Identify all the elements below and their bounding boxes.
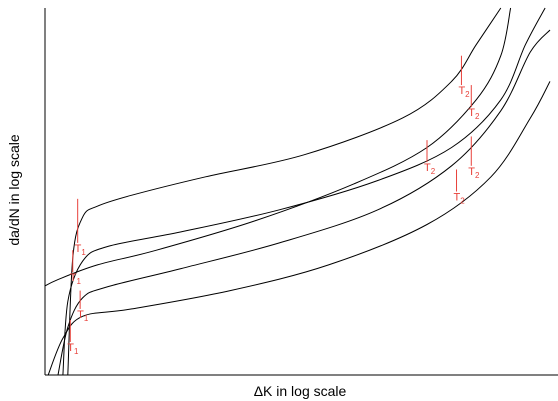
marker-label-1: T1 <box>75 243 87 257</box>
crack-growth-curves <box>45 7 551 375</box>
curve-5 <box>47 81 551 375</box>
x-axis-label: ΔK in log scale <box>254 383 347 399</box>
marker-label-6: T2 <box>468 107 480 121</box>
curve-1 <box>67 7 502 375</box>
marker-label-7: T2 <box>424 162 436 176</box>
curve-4 <box>57 29 551 375</box>
curve-2 <box>62 7 546 375</box>
marker-label-3: T1 <box>77 309 89 323</box>
curve-3 <box>45 7 512 287</box>
marker-label-9: T2 <box>454 192 466 206</box>
marker-label-5: T2 <box>458 85 470 99</box>
axes <box>44 8 558 376</box>
marker-label-8: T2 <box>468 166 480 180</box>
marker-label-4: T1 <box>67 342 79 356</box>
y-axis-label: da/dN in log scale <box>6 134 22 246</box>
marker-label-2: T1 <box>70 272 82 286</box>
